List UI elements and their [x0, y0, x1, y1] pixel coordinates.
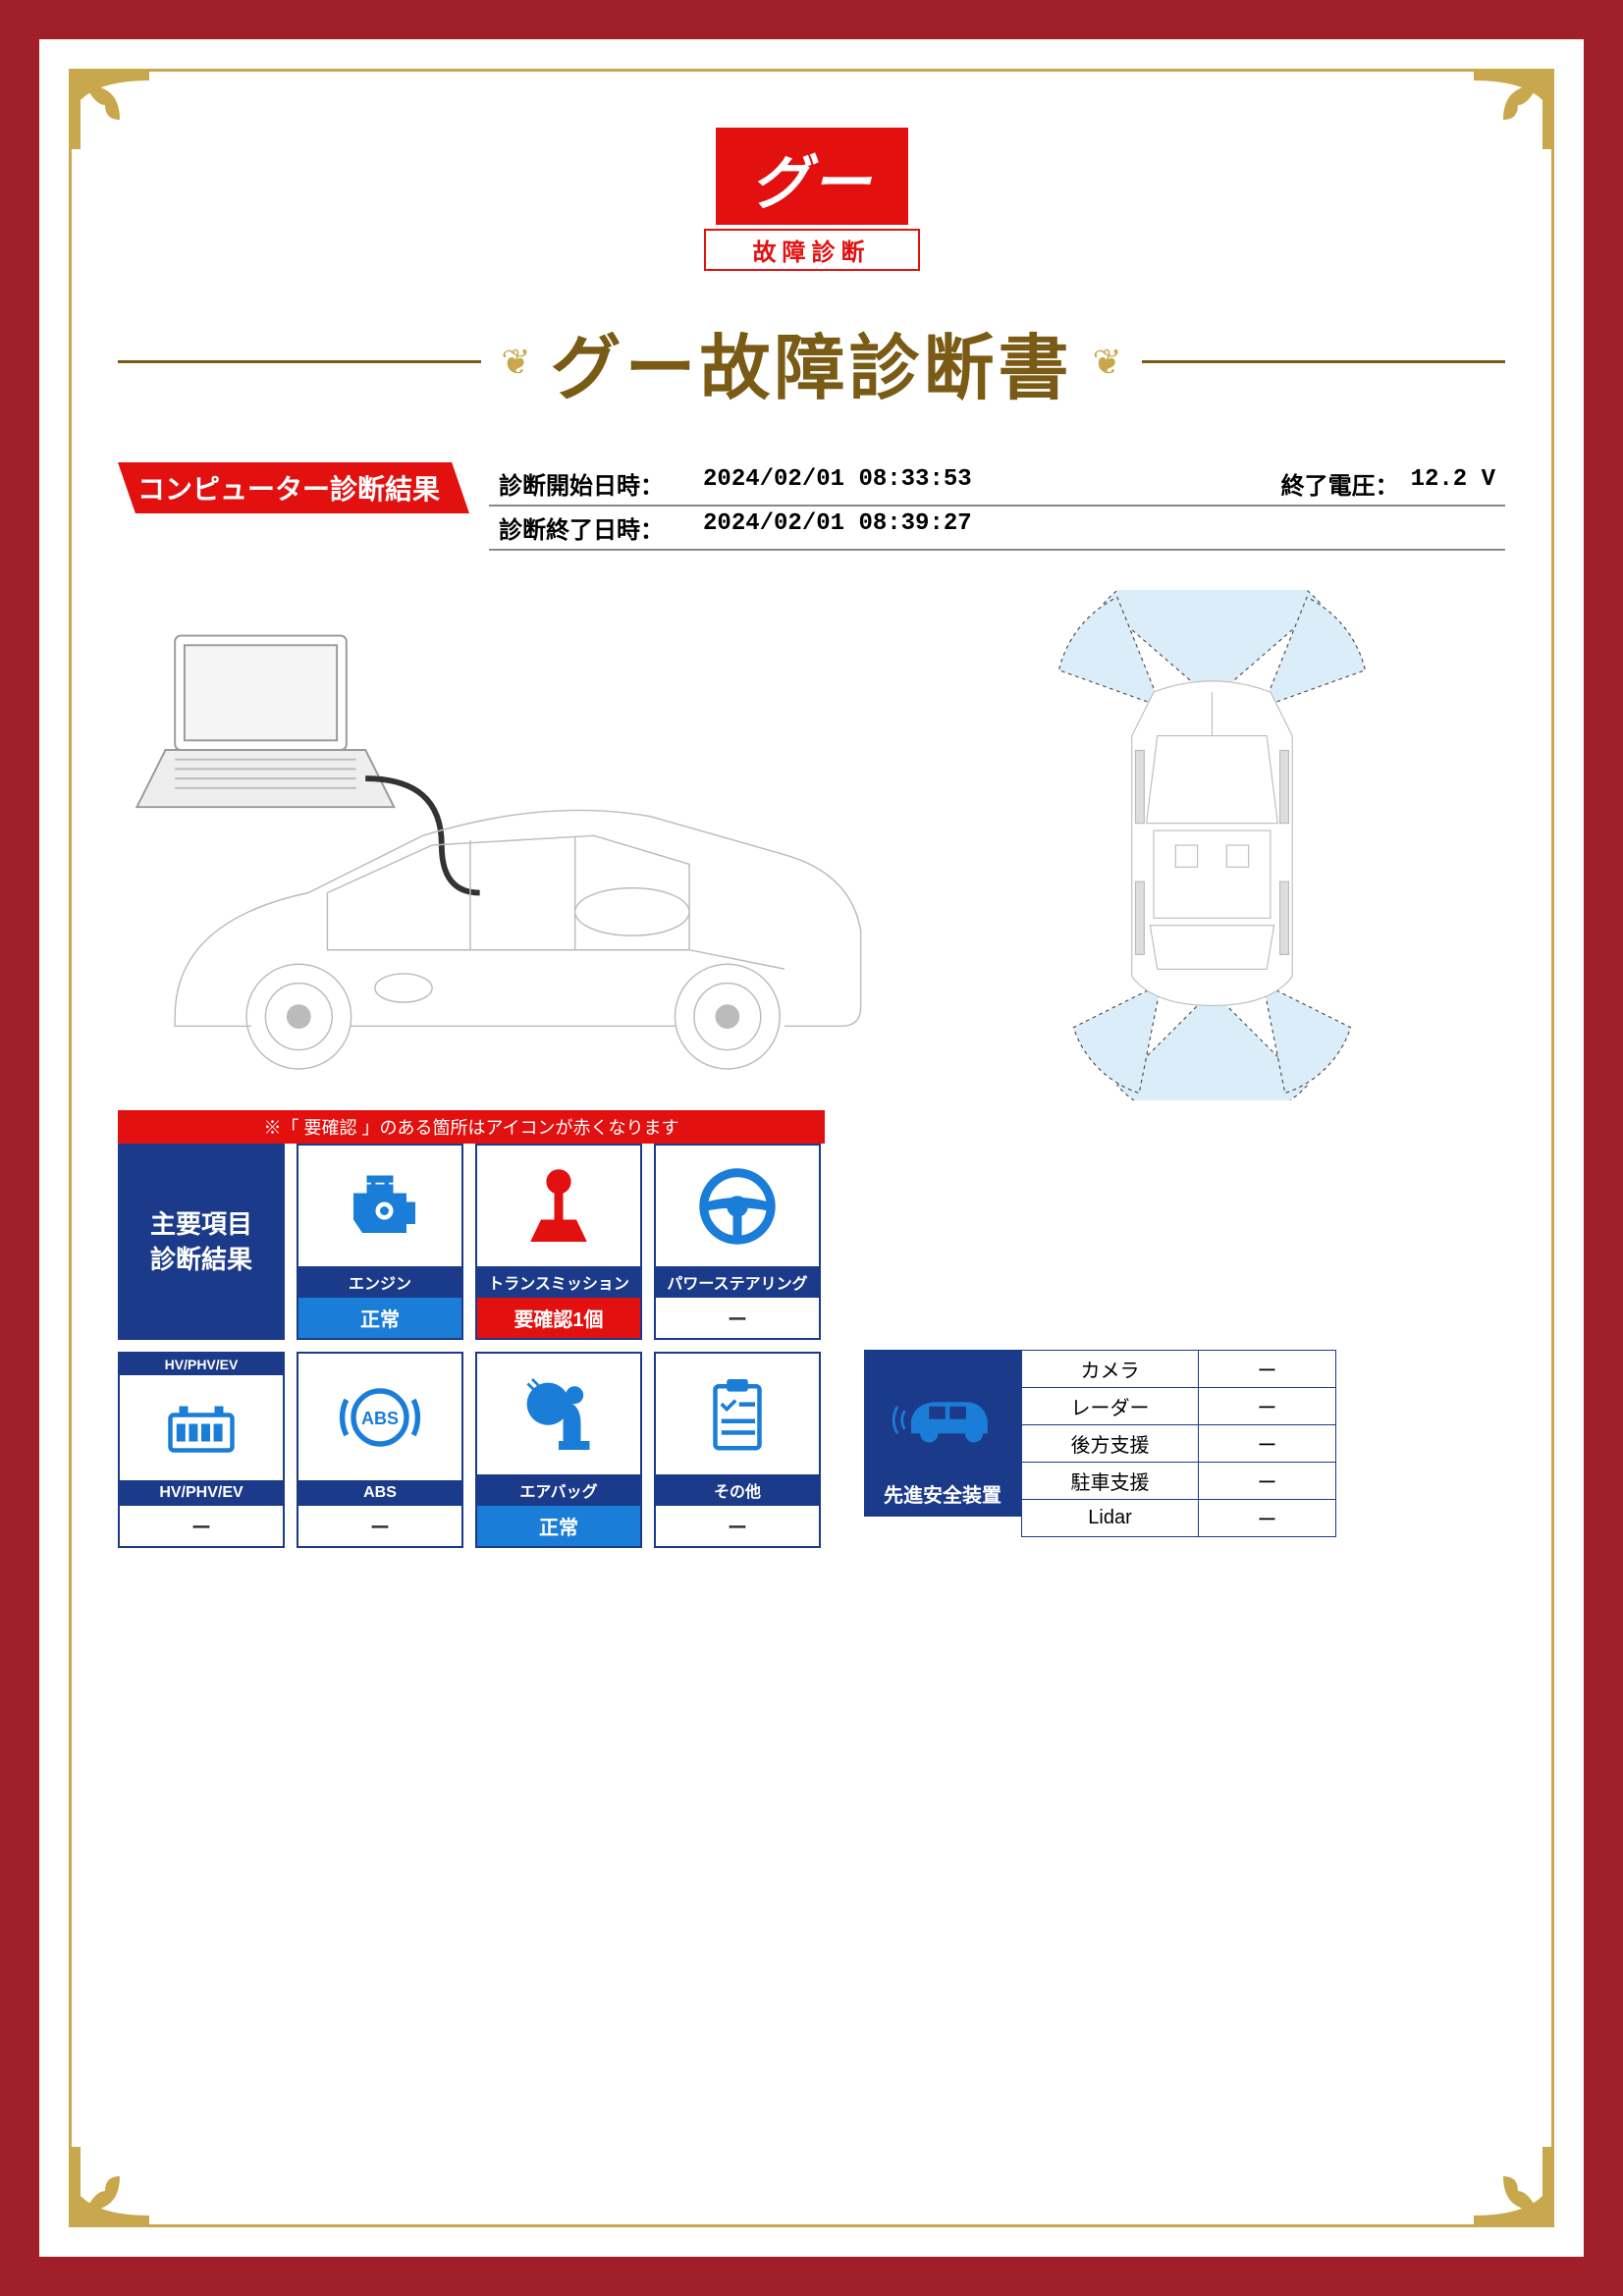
cell-abs: ABS ABS ー: [297, 1352, 463, 1548]
title-row: ❦ グー故障診断書 ❦: [118, 310, 1505, 413]
cell-name: HV/PHV/EV: [120, 1480, 283, 1506]
cell-status: ー: [656, 1506, 819, 1546]
safety-label: 後方支援: [1022, 1425, 1199, 1463]
safety-header-label: 先進安全装置: [884, 1479, 1001, 1508]
page-title: グー故障診断書: [551, 310, 1073, 413]
safety-row: 駐車支援ー: [1022, 1463, 1336, 1500]
cell-name: ABS: [298, 1480, 461, 1506]
car-side-diagram: [118, 590, 880, 1100]
steering-icon: [656, 1146, 819, 1266]
grid-header-text: 主要項目 診断結果: [150, 1206, 252, 1278]
start-value: 2024/02/01 08:33:53: [703, 466, 972, 501]
safety-value: ー: [1199, 1351, 1336, 1388]
cell-name: エアバッグ: [477, 1474, 640, 1506]
safety-row: レーダーー: [1022, 1388, 1336, 1425]
cell-status: 正常: [298, 1298, 461, 1338]
safety-value: ー: [1199, 1500, 1336, 1537]
safety-label: Lidar: [1022, 1500, 1199, 1537]
start-label: 診断開始日時：: [499, 466, 664, 501]
cell-name: トランスミッション: [477, 1266, 640, 1298]
cell-hv-phv-ev: HV/PHV/EV HV/PHV/EV ー: [118, 1352, 285, 1548]
safety-car-icon: [889, 1351, 997, 1479]
safety-value: ー: [1199, 1463, 1336, 1500]
logo-main: グー: [716, 128, 908, 225]
cell-status: ー: [120, 1506, 283, 1546]
cell-name: パワーステアリング: [656, 1266, 819, 1298]
safety-label: 駐車支援: [1022, 1463, 1199, 1500]
safety-value: ー: [1199, 1388, 1336, 1425]
info-lines: 診断開始日時： 2024/02/01 08:33:53 終了電圧： 12.2 V…: [489, 462, 1505, 551]
safety-label: カメラ: [1022, 1351, 1199, 1388]
safety-label: レーダー: [1022, 1388, 1199, 1425]
voltage-value: 12.2 V: [1411, 466, 1495, 501]
title-rule-right: [1142, 360, 1505, 363]
grid-section: 主要項目 診断結果 エンジン 正常 トランスミッション 要確認1個: [118, 1144, 1505, 1548]
safety-value: ー: [1199, 1425, 1336, 1463]
engine-icon: [298, 1146, 461, 1266]
flourish-right-icon: ❦: [1093, 342, 1122, 383]
end-value: 2024/02/01 08:39:27: [703, 510, 972, 545]
voltage-label: 終了電圧：: [1281, 466, 1399, 501]
cell-status: 要確認1個: [477, 1298, 640, 1338]
end-label: 診断終了日時：: [499, 510, 664, 545]
cell-top-label: HV/PHV/EV: [120, 1354, 283, 1375]
diagnosis-grid: 主要項目 診断結果 エンジン 正常 トランスミッション 要確認1個: [118, 1144, 825, 1548]
clipboard-icon: [656, 1354, 819, 1474]
page-content: グー 故障診断 ❦ グー故障診断書 ❦ コンピューター診断結果 診断開始日時： …: [118, 118, 1505, 2178]
abs-icon: ABS: [298, 1354, 461, 1480]
battery-icon: [120, 1375, 283, 1480]
safety-row: 後方支援ー: [1022, 1425, 1336, 1463]
airbag-icon: [477, 1354, 640, 1474]
cell-name: その他: [656, 1474, 819, 1506]
cell-engine: エンジン 正常: [297, 1144, 463, 1340]
safety-header-cell: 先進安全装置: [864, 1350, 1021, 1517]
cell-status: 正常: [477, 1506, 640, 1546]
safety-row: カメラー: [1022, 1351, 1336, 1388]
diagnosis-header: コンピューター診断結果 診断開始日時： 2024/02/01 08:33:53 …: [118, 462, 1505, 551]
cell-status: ー: [298, 1506, 461, 1546]
title-rule-left: [118, 360, 481, 363]
safety-table: カメラー レーダーー 後方支援ー 駐車支援ー Lidarー: [1021, 1350, 1336, 1537]
svg-text:ABS: ABS: [361, 1409, 399, 1428]
car-top-diagram: [919, 590, 1505, 1100]
info-line-start: 診断開始日時： 2024/02/01 08:33:53 終了電圧： 12.2 V: [489, 462, 1505, 507]
flourish-left-icon: ❦: [501, 342, 530, 383]
cell-other: その他 ー: [654, 1352, 821, 1548]
logo-block: グー 故障診断: [118, 128, 1505, 271]
logo-sub: 故障診断: [704, 229, 920, 271]
cell-status: ー: [656, 1298, 819, 1338]
grid-header-cell: 主要項目 診断結果: [118, 1144, 285, 1340]
cell-power-steering: パワーステアリング ー: [654, 1144, 821, 1340]
cell-name: エンジン: [298, 1266, 461, 1298]
safety-block: 先進安全装置 カメラー レーダーー 後方支援ー 駐車支援ー Lidarー: [864, 1350, 1505, 1537]
mid-graphics: [118, 590, 1505, 1100]
transmission-icon: [477, 1146, 640, 1266]
safety-row: Lidarー: [1022, 1500, 1336, 1537]
info-line-end: 診断終了日時： 2024/02/01 08:39:27: [489, 507, 1505, 551]
cell-transmission: トランスミッション 要確認1個: [475, 1144, 642, 1340]
legend-bar: ※「 要確認 」のある箇所はアイコンが赤くなります: [118, 1110, 825, 1144]
cell-airbag: エアバッグ 正常: [475, 1352, 642, 1548]
section-tab: コンピューター診断結果: [118, 462, 469, 513]
